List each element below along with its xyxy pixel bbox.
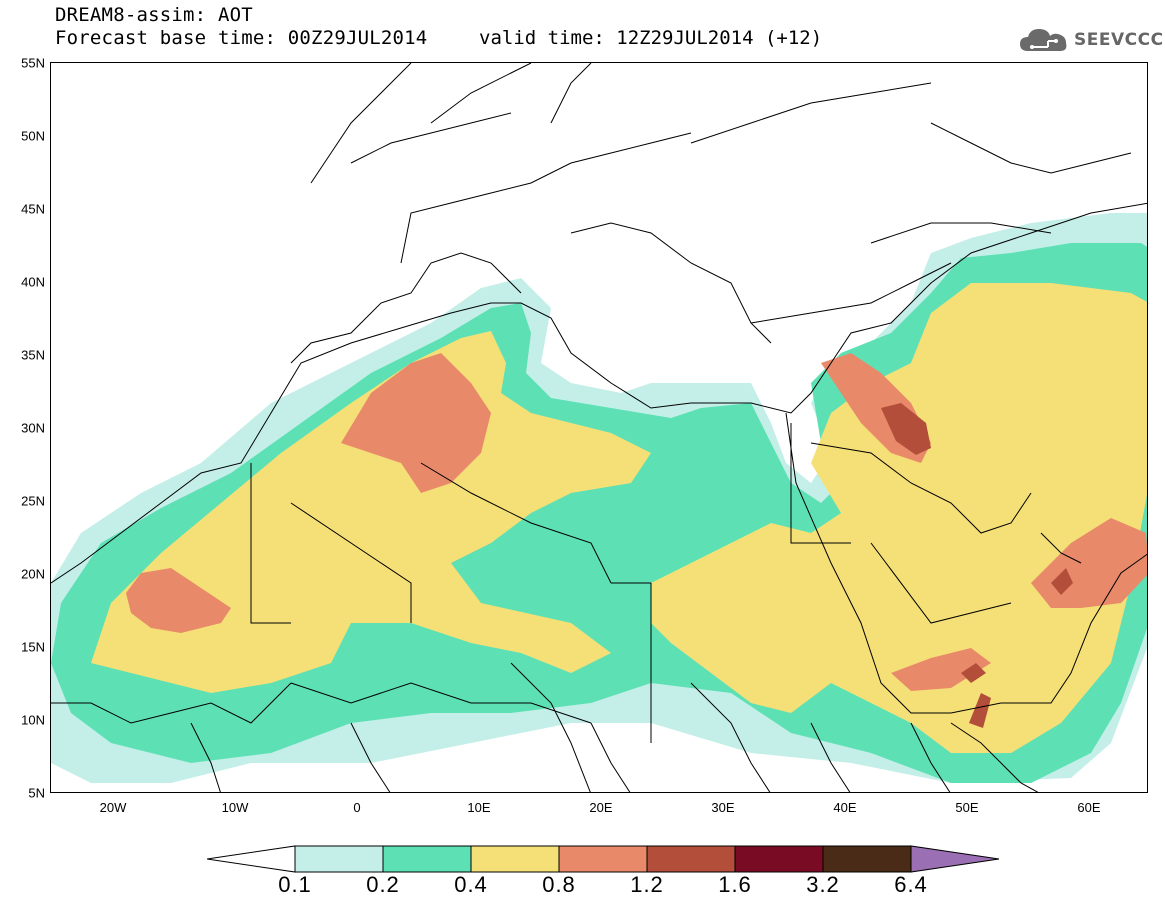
colorbar-under-arrow (207, 845, 296, 873)
aot-contour-1.2 (969, 693, 991, 728)
colorbar-bin-0.8-1.2 (558, 845, 648, 873)
colorbar-label: 0.1 (278, 872, 312, 897)
colorbar-bin-0.1-0.2 (294, 845, 384, 873)
colorbar-over-arrow (910, 845, 1000, 873)
lat-label: 55N (21, 55, 45, 71)
colorbar-label: 0.2 (366, 872, 400, 897)
lat-label: 20N (21, 566, 45, 582)
lat-label: 5N (28, 785, 45, 801)
lon-label: 10E (467, 800, 491, 815)
colorbar-label: 0.8 (542, 872, 576, 897)
aot-contour-0.8 (341, 353, 491, 493)
colorbar-bin-0.4-0.8 (470, 845, 560, 873)
lon-label: 40E (833, 800, 857, 815)
lat-label: 25N (21, 493, 45, 509)
colorbar-label: 3.2 (806, 872, 840, 897)
aot-contour-0.8 (891, 648, 991, 691)
lat-label: 50N (21, 128, 45, 144)
lat-label: 40N (21, 274, 45, 290)
aot-contour-1.2 (881, 403, 931, 455)
aot-contour-1.2 (961, 663, 986, 683)
colorbar (207, 845, 1000, 873)
lon-label: 0 (353, 800, 361, 815)
title-model-field: DREAM8-assim: AOT (55, 4, 253, 26)
colorbar-bin-3.2-6.4 (822, 845, 912, 873)
lat-label: 35N (21, 347, 45, 363)
colorbar-label: 1.2 (630, 872, 664, 897)
lat-label: 45N (21, 201, 45, 217)
lat-label: 15N (21, 639, 45, 655)
aot-contour-0.4 (651, 283, 1147, 753)
colorbar-label: 0.4 (454, 872, 488, 897)
lon-label: 10W (221, 800, 249, 815)
seevccc-logo: SEEVCCC (1018, 24, 1164, 56)
title-base-time: Forecast base time: 00Z29JUL2014 (55, 27, 428, 49)
cloud-icon (1020, 29, 1067, 51)
lat-label: 10N (21, 712, 45, 728)
aot-contour-1.2 (1051, 568, 1073, 595)
lon-label: 60E (1077, 800, 1101, 815)
aot-map (51, 63, 1147, 792)
colorbar-label: 1.6 (718, 872, 752, 897)
logo-text: SEEVCCC (1074, 30, 1164, 50)
colorbar-bin-1.2-1.6 (646, 845, 736, 873)
lon-label: 50E (955, 800, 979, 815)
lat-label: 30N (21, 420, 45, 436)
title-valid-time: valid time: 12Z29JUL2014 (+12) (479, 27, 823, 49)
aot-contour-0.4 (91, 331, 651, 693)
lon-label: 30E (711, 800, 735, 815)
map-panel (50, 62, 1148, 793)
colorbar-bin-0.2-0.4 (382, 845, 472, 873)
colorbar-label: 6.4 (894, 872, 928, 897)
colorbar-bin-1.6-3.2 (734, 845, 824, 873)
lon-label: 20E (589, 800, 613, 815)
lon-label: 20W (99, 800, 127, 815)
aot-contour-0.8 (126, 568, 231, 633)
coastlines (51, 63, 1147, 792)
